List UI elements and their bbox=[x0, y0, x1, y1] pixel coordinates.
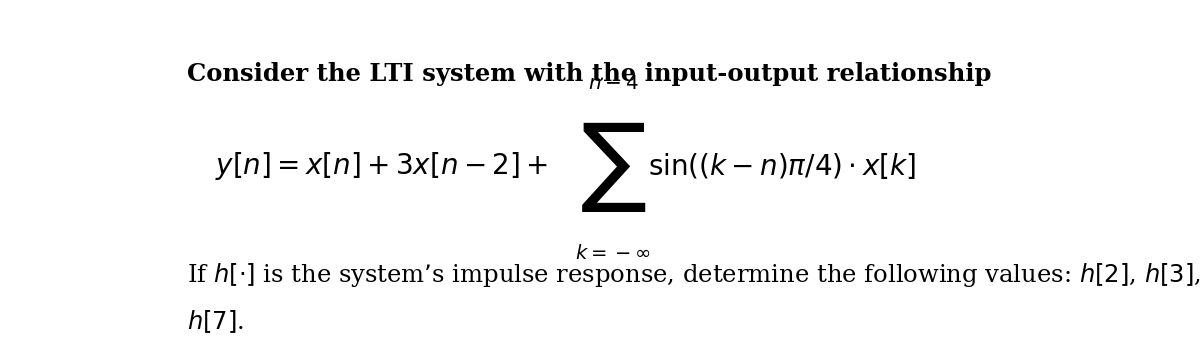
Text: $\sum$: $\sum$ bbox=[580, 120, 647, 214]
Text: $k=-\infty$: $k=-\infty$ bbox=[576, 244, 650, 263]
Text: Consider the LTI system with the input-output relationship: Consider the LTI system with the input-o… bbox=[187, 62, 991, 86]
Text: $h[7]$.: $h[7]$. bbox=[187, 308, 245, 334]
Text: $n-4$: $n-4$ bbox=[588, 74, 638, 93]
Text: $\sin((k - n)\pi/4) \cdot x[k]$: $\sin((k - n)\pi/4) \cdot x[k]$ bbox=[648, 151, 916, 181]
Text: If $h[\cdot]$ is the system’s impulse response, determine the following values: : If $h[\cdot]$ is the system’s impulse re… bbox=[187, 261, 1200, 289]
Text: $y[n] = x[n] + 3x[n-2] + $: $y[n] = x[n] + 3x[n-2] + $ bbox=[215, 149, 548, 182]
